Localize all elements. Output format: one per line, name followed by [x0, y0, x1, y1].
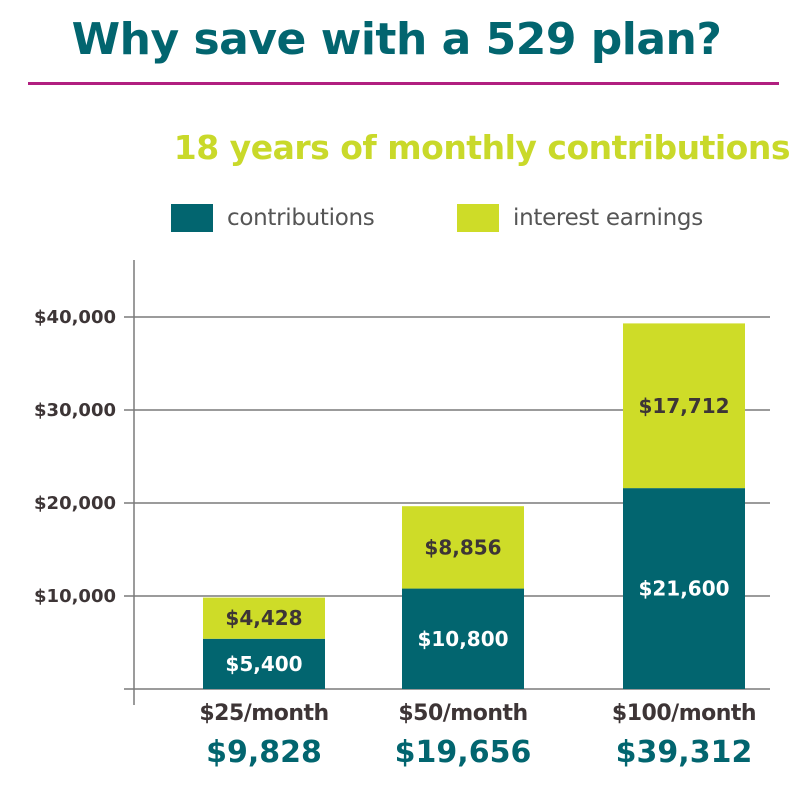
total-value-label: $9,828	[206, 735, 322, 770]
y-tick-label: $20,000	[34, 493, 116, 514]
title-divider	[28, 82, 779, 85]
bar-segment-interest	[402, 506, 524, 589]
bar-segment-contributions	[402, 588, 524, 689]
bar-segment-interest	[203, 597, 325, 639]
y-tick-label: $40,000	[34, 307, 116, 328]
bar-segment-contributions	[623, 488, 745, 689]
y-tick-label: $30,000	[34, 400, 116, 421]
bar-value-label: $10,800	[417, 627, 508, 651]
page-title: Why save with a 529 plan?	[71, 14, 722, 65]
x-category-label: $25/month	[199, 701, 328, 726]
total-value-label: $39,312	[616, 735, 753, 770]
bar-value-label: $21,600	[638, 577, 729, 601]
legend-item-interest: interest earnings	[457, 204, 703, 232]
x-category-label: $50/month	[398, 701, 527, 726]
chart-legend: contributions interest earnings	[0, 204, 793, 238]
legend-item-contributions: contributions	[171, 204, 375, 232]
bar-value-label: $17,712	[638, 394, 729, 418]
total-value-label: $19,656	[395, 735, 532, 770]
bar-value-label: $4,428	[225, 606, 302, 630]
legend-label-interest: interest earnings	[513, 205, 703, 231]
x-category-label: $100/month	[612, 701, 756, 726]
y-tick-label: $10,000	[34, 586, 116, 607]
legend-swatch-contributions	[171, 204, 213, 232]
bar-value-label: $5,400	[225, 652, 302, 676]
chart-title: 18 years of monthly contributions	[173, 128, 791, 167]
bar-segment-contributions	[203, 638, 325, 689]
legend-swatch-interest	[457, 204, 499, 232]
bar-segment-interest	[623, 323, 745, 489]
legend-label-contributions: contributions	[227, 205, 375, 231]
bar-value-label: $8,856	[424, 535, 501, 559]
